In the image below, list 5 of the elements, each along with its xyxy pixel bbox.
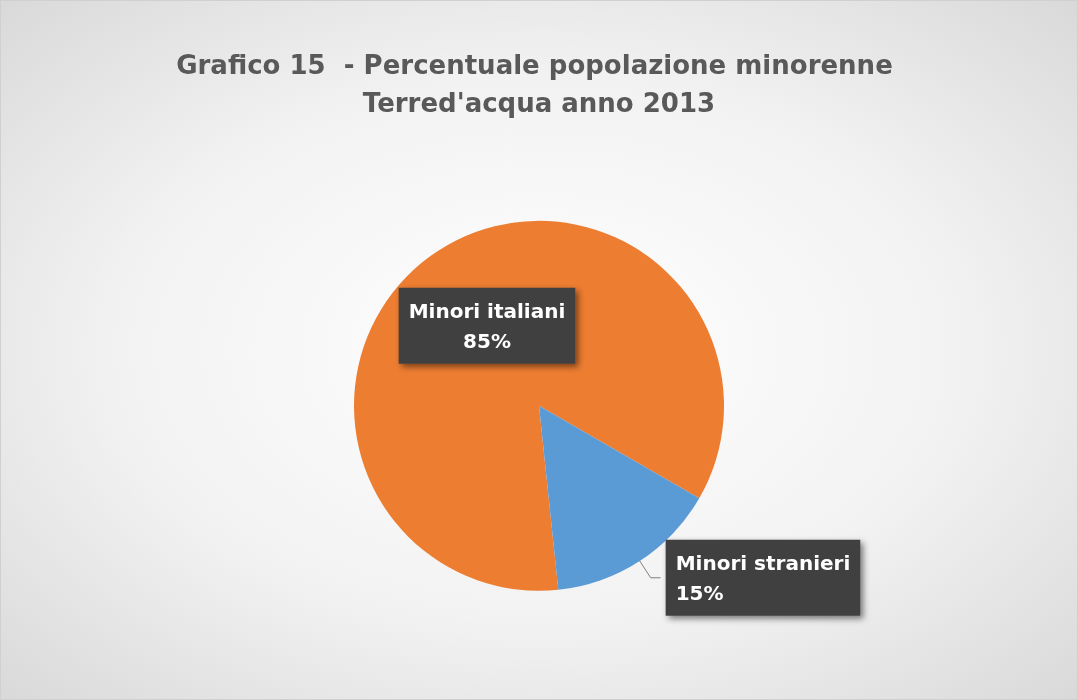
data-label: 15% [675, 580, 724, 605]
slice-label: Minori italiani [408, 298, 566, 323]
slice-label: Minori stranieri [675, 550, 851, 575]
chart-title: Grafico 15 - Percentuale popolazione minorenne Terred'acqua anno 2013 [176, 50, 902, 118]
data-label: 85% [463, 328, 511, 353]
